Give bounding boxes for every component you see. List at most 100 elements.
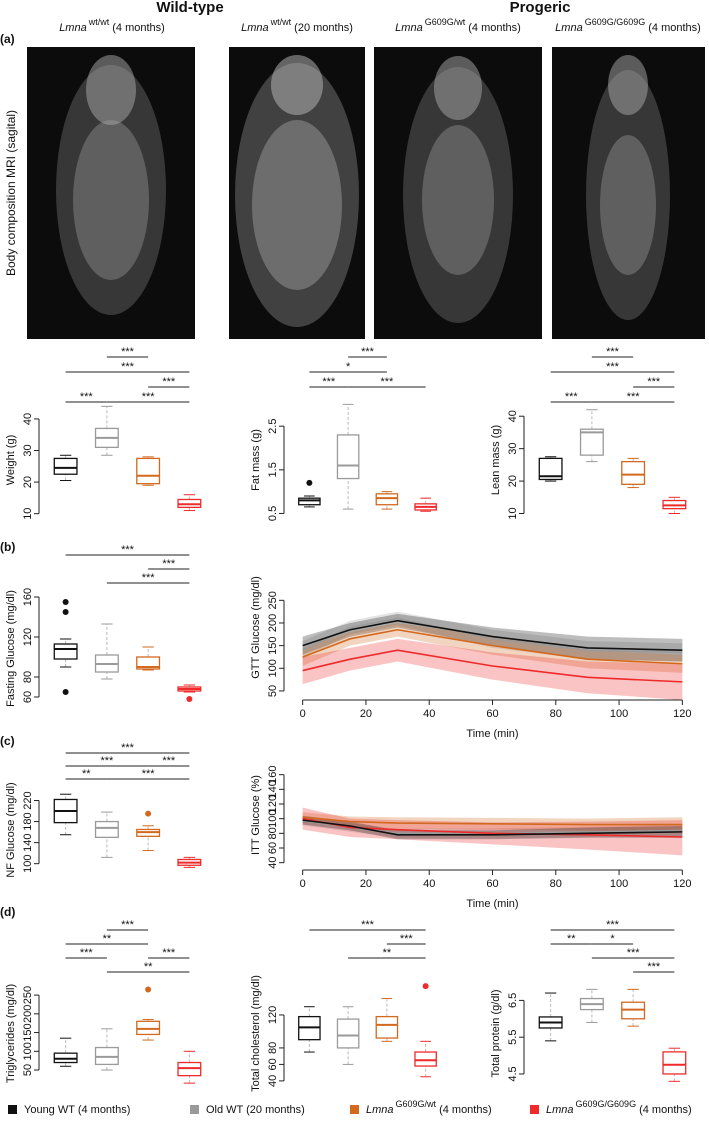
y-tick-label: 5.5 <box>507 1030 519 1045</box>
x-tick-label: 100 <box>610 708 628 720</box>
y-tick-label: 80 <box>267 827 279 839</box>
y-tick-label: 30 <box>507 443 519 455</box>
panel-label: (c) <box>0 734 15 748</box>
significance: *** <box>80 947 94 959</box>
y-axis-label: Fat mass (g) <box>250 429 262 491</box>
box <box>53 457 78 475</box>
outlier <box>62 689 69 695</box>
mri-image <box>374 47 542 339</box>
significance: *** <box>400 933 414 945</box>
gene: Lmna <box>546 1104 574 1116</box>
legend-swatch <box>190 1105 199 1114</box>
y-tick-label: 0.5 <box>267 506 279 521</box>
y-tick-label: 250 <box>267 591 279 609</box>
y-tick-label: 150 <box>22 1023 34 1041</box>
y-tick-label: 40 <box>267 1075 279 1087</box>
legend-label: Young WT (4 months) <box>24 1104 130 1116</box>
box <box>414 1051 437 1067</box>
mri-image <box>552 47 705 339</box>
y-tick-label: 140 <box>22 833 34 851</box>
x-tick-label: 20 <box>360 708 372 720</box>
significance: *** <box>565 391 579 403</box>
gene: Lmna <box>395 22 423 34</box>
significance: *** <box>142 391 156 403</box>
age: (4 months) <box>468 22 521 34</box>
y-tick-label: 150 <box>267 636 279 654</box>
legend-swatch <box>350 1105 359 1114</box>
y-tick-label: 120 <box>267 795 279 813</box>
y-tick-label: 120 <box>267 1006 279 1024</box>
y-tick-label: 10 <box>507 507 519 519</box>
significance: *** <box>162 947 176 959</box>
significance: *** <box>361 346 375 358</box>
significance: ** <box>567 933 576 945</box>
box <box>136 457 161 485</box>
significance: *** <box>647 376 661 388</box>
series-line <box>302 817 683 838</box>
mri-image <box>229 47 365 339</box>
age: (20 months) <box>294 22 353 34</box>
mri-image <box>27 47 195 339</box>
outlier <box>422 983 429 990</box>
box <box>662 1051 687 1075</box>
x-tick-label: 40 <box>423 878 435 890</box>
genotype: wt/wt <box>270 17 292 27</box>
y-tick-label: 40 <box>22 413 34 425</box>
confidence-band <box>302 812 683 832</box>
mri-axis-label: Body composition MRI (sagital) <box>4 110 18 276</box>
x-tick-label: 20 <box>360 878 372 890</box>
gene: Lmna <box>241 22 269 34</box>
y-tick-label: 250 <box>22 986 34 1004</box>
y-axis-label: Triglycerides (mg/dl) <box>5 984 17 1083</box>
significance: *** <box>162 755 176 767</box>
y-tick-label: 20 <box>507 475 519 487</box>
y-axis-label: GTT Glucose (mg/dl) <box>250 576 262 679</box>
label: Lmna G609G/G609G (4 months) <box>546 1099 692 1116</box>
y-tick-label: 180 <box>22 812 34 830</box>
box <box>298 497 321 506</box>
label: Lmna G609G/wt (4 months) <box>366 1099 492 1116</box>
box <box>579 428 604 456</box>
legend-swatch <box>530 1105 539 1114</box>
box <box>375 493 399 506</box>
group-title: Progeric <box>510 0 571 16</box>
y-tick-label: 120 <box>22 628 34 646</box>
x-tick-label: 120 <box>673 878 691 890</box>
label: Lmna G609G/G609G (4 months) <box>555 17 701 34</box>
significance: *** <box>647 961 661 973</box>
y-axis-label: Weight (g) <box>5 435 17 486</box>
y-tick-label: 50 <box>22 1064 34 1076</box>
outlier <box>186 696 193 702</box>
label: Lmna wt/wt (20 months) <box>241 17 353 34</box>
significance: *** <box>627 391 641 403</box>
significance: * <box>346 361 351 373</box>
y-tick-label: 40 <box>267 857 279 869</box>
outlier <box>62 609 69 615</box>
genotype: G609G/wt <box>425 17 466 27</box>
y-tick-label: 2.5 <box>267 419 279 434</box>
genotype: G609G/G609G <box>576 1099 637 1109</box>
box <box>53 643 78 660</box>
x-tick-label: 100 <box>610 878 628 890</box>
y-tick-label: 160 <box>267 765 279 783</box>
outlier <box>145 810 152 817</box>
y-tick-label: 160 <box>22 588 34 606</box>
significance: *** <box>627 947 641 959</box>
significance: *** <box>121 346 135 358</box>
significance: *** <box>606 919 620 931</box>
y-tick-label: 80 <box>267 1042 279 1054</box>
x-tick-label: 80 <box>550 708 562 720</box>
y-axis-label: NF Glucose (mg/dl) <box>5 782 17 877</box>
series-line <box>302 649 683 683</box>
significance: *** <box>121 544 135 556</box>
legend-swatch <box>8 1105 17 1114</box>
series-line <box>302 619 683 651</box>
box <box>136 656 161 670</box>
genotype: wt/wt <box>88 17 110 27</box>
outlier <box>306 479 313 486</box>
y-tick-label: 80 <box>22 671 34 683</box>
significance: ** <box>144 961 153 973</box>
x-tick-label: 0 <box>300 708 306 720</box>
x-tick-label: 80 <box>550 878 562 890</box>
